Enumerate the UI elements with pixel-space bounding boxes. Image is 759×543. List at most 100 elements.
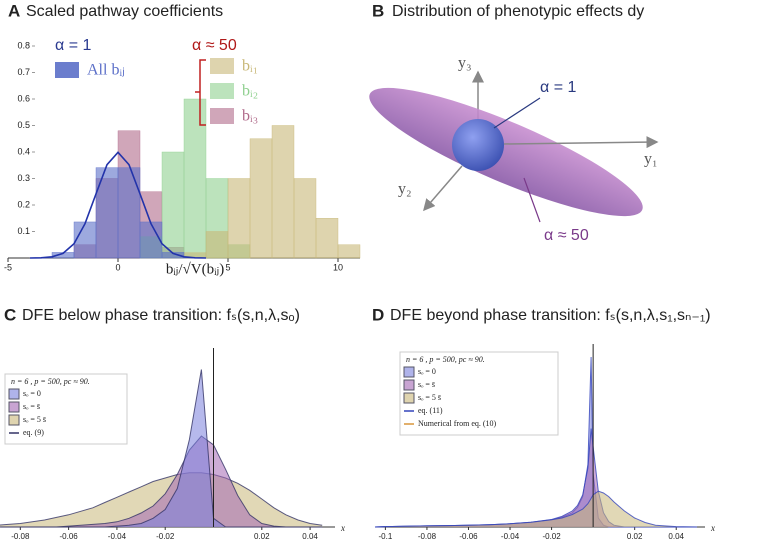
panel-letter: D xyxy=(372,305,384,324)
sphere xyxy=(452,119,504,171)
hist-bar xyxy=(95,167,119,259)
axis-label: y₃ xyxy=(458,55,472,72)
x-tick-label: -0.06 xyxy=(59,532,78,541)
legend-box xyxy=(4,373,128,445)
legend-label: bᵢ₂ xyxy=(242,83,258,100)
leader xyxy=(523,177,541,223)
legend-label: sₒ = s̄ xyxy=(23,402,41,411)
legend-swatch xyxy=(403,366,415,378)
legend-title: n = 6 , p = 500, pc ≈ 90. xyxy=(406,355,485,364)
hist-bar xyxy=(271,125,295,259)
y-tick-label: 0.4 xyxy=(17,146,30,156)
panel-title: Distribution of phenotypic effects dy xyxy=(392,3,644,20)
x-tick-label: 10 xyxy=(333,262,343,272)
panel-title: DFE beyond phase transition: fₛ(s,n,λ,s₁… xyxy=(390,307,711,324)
hist-bar xyxy=(315,218,339,259)
legend-swatch xyxy=(55,62,79,78)
x-axis-label: bᵢⱼ/√V(bᵢⱼ) xyxy=(166,261,224,277)
hist-bar xyxy=(161,151,185,259)
legend-label: Numerical from eq. (10) xyxy=(418,419,497,428)
x-tick-label: -5 xyxy=(4,262,12,272)
x-tick-label: -0.04 xyxy=(501,532,520,541)
legend-swatch xyxy=(8,414,20,426)
x-tick-label: -0.04 xyxy=(108,532,127,541)
x-tick-label: 0.04 xyxy=(302,532,318,541)
legend-label: eq. (9) xyxy=(23,428,44,437)
y-tick-label: 0.3 xyxy=(17,173,30,183)
x-tick-label: 0.04 xyxy=(668,532,684,541)
legend-bracket xyxy=(195,59,206,126)
legend-box xyxy=(399,351,559,436)
y-tick-label: 0.5 xyxy=(17,120,30,130)
density-area xyxy=(0,436,323,527)
y-tick-label: 0.2 xyxy=(17,199,30,209)
legend-swatch xyxy=(8,401,20,413)
panel-title: Scaled pathway coefficients xyxy=(26,3,223,20)
legend-label: bᵢ₁ xyxy=(242,58,258,75)
legend-label: sₒ = 5 s̄ xyxy=(23,415,47,424)
legend-swatch xyxy=(210,58,234,74)
legend-label: sₒ = 0 xyxy=(23,389,41,398)
density-line xyxy=(374,490,698,528)
x-tick-label: 0.02 xyxy=(254,532,270,541)
legend-swatch xyxy=(210,108,234,124)
legend-swatch xyxy=(403,379,415,391)
legend-swatch xyxy=(210,83,234,99)
legend-swatch xyxy=(403,392,415,404)
panel-title: DFE below phase transition: fₛ(s,n,λ,sₒ) xyxy=(22,307,300,324)
alpha-label: α ≈ 50 xyxy=(544,227,589,244)
axis-y1 xyxy=(503,136,659,149)
x-tick-label: -0.08 xyxy=(11,532,30,541)
legend-label: All bᵢⱼ xyxy=(87,62,125,79)
hist-bar xyxy=(227,178,251,259)
density-line xyxy=(0,472,323,526)
y-tick-label: 0.7 xyxy=(17,67,30,77)
legend-label: sₒ = 0 xyxy=(418,367,436,376)
hist-bar xyxy=(337,244,361,259)
legend-label: sₒ = s̄ xyxy=(418,380,436,389)
x-tick-label: -0.1 xyxy=(378,532,392,541)
alpha-label: α = 1 xyxy=(540,79,576,96)
y-tick-label: 0.1 xyxy=(17,226,30,236)
legend-title: n = 6 , p = 500, pc ≈ 90. xyxy=(11,377,90,386)
hist-bar xyxy=(183,98,207,259)
x-tick-label: -0.06 xyxy=(459,532,478,541)
x-tick-label: 0 xyxy=(115,262,120,272)
annotation: α ≈ 50 xyxy=(192,37,237,54)
hist-bar xyxy=(249,138,273,259)
leader xyxy=(493,97,541,129)
panel-letter: A xyxy=(8,1,20,20)
x-axis-label: x xyxy=(710,523,715,533)
density-line xyxy=(374,428,697,528)
ellipsoid xyxy=(369,87,643,217)
hist-bar xyxy=(73,221,97,259)
x-tick-label: 5 xyxy=(225,262,230,272)
panel-b: B Distribution of phenotypic effects dy … xyxy=(369,1,659,244)
density-curve xyxy=(29,151,207,259)
annotation: α = 1 xyxy=(55,37,91,54)
panel-letter: B xyxy=(372,1,384,20)
x-axis-label: x xyxy=(340,523,345,533)
panel-letter: C xyxy=(4,305,16,324)
y-tick-label: 0.6 xyxy=(17,93,30,103)
y-tick-label: 0.8 xyxy=(17,40,30,50)
density-line xyxy=(0,369,323,528)
legend-label: eq. (11) xyxy=(418,406,443,415)
x-tick-label: -0.02 xyxy=(542,532,561,541)
x-tick-label: -0.02 xyxy=(156,532,175,541)
x-tick-label: 0.02 xyxy=(627,532,643,541)
x-tick-label: -0.08 xyxy=(418,532,437,541)
legend-label: bᵢ₃ xyxy=(242,108,258,125)
legend-label: sₒ = 5 s̄ xyxy=(418,393,442,402)
density-area xyxy=(375,491,697,527)
hist-bar xyxy=(139,221,163,259)
hist-bar xyxy=(205,231,229,259)
hist-bar xyxy=(293,178,317,259)
density-area xyxy=(375,428,697,527)
axis-label: y₁ xyxy=(644,151,658,168)
axis-y2 xyxy=(423,165,463,212)
hist-bar xyxy=(117,167,141,259)
legend-swatch xyxy=(8,388,20,400)
axis-label: y₂ xyxy=(398,181,412,198)
